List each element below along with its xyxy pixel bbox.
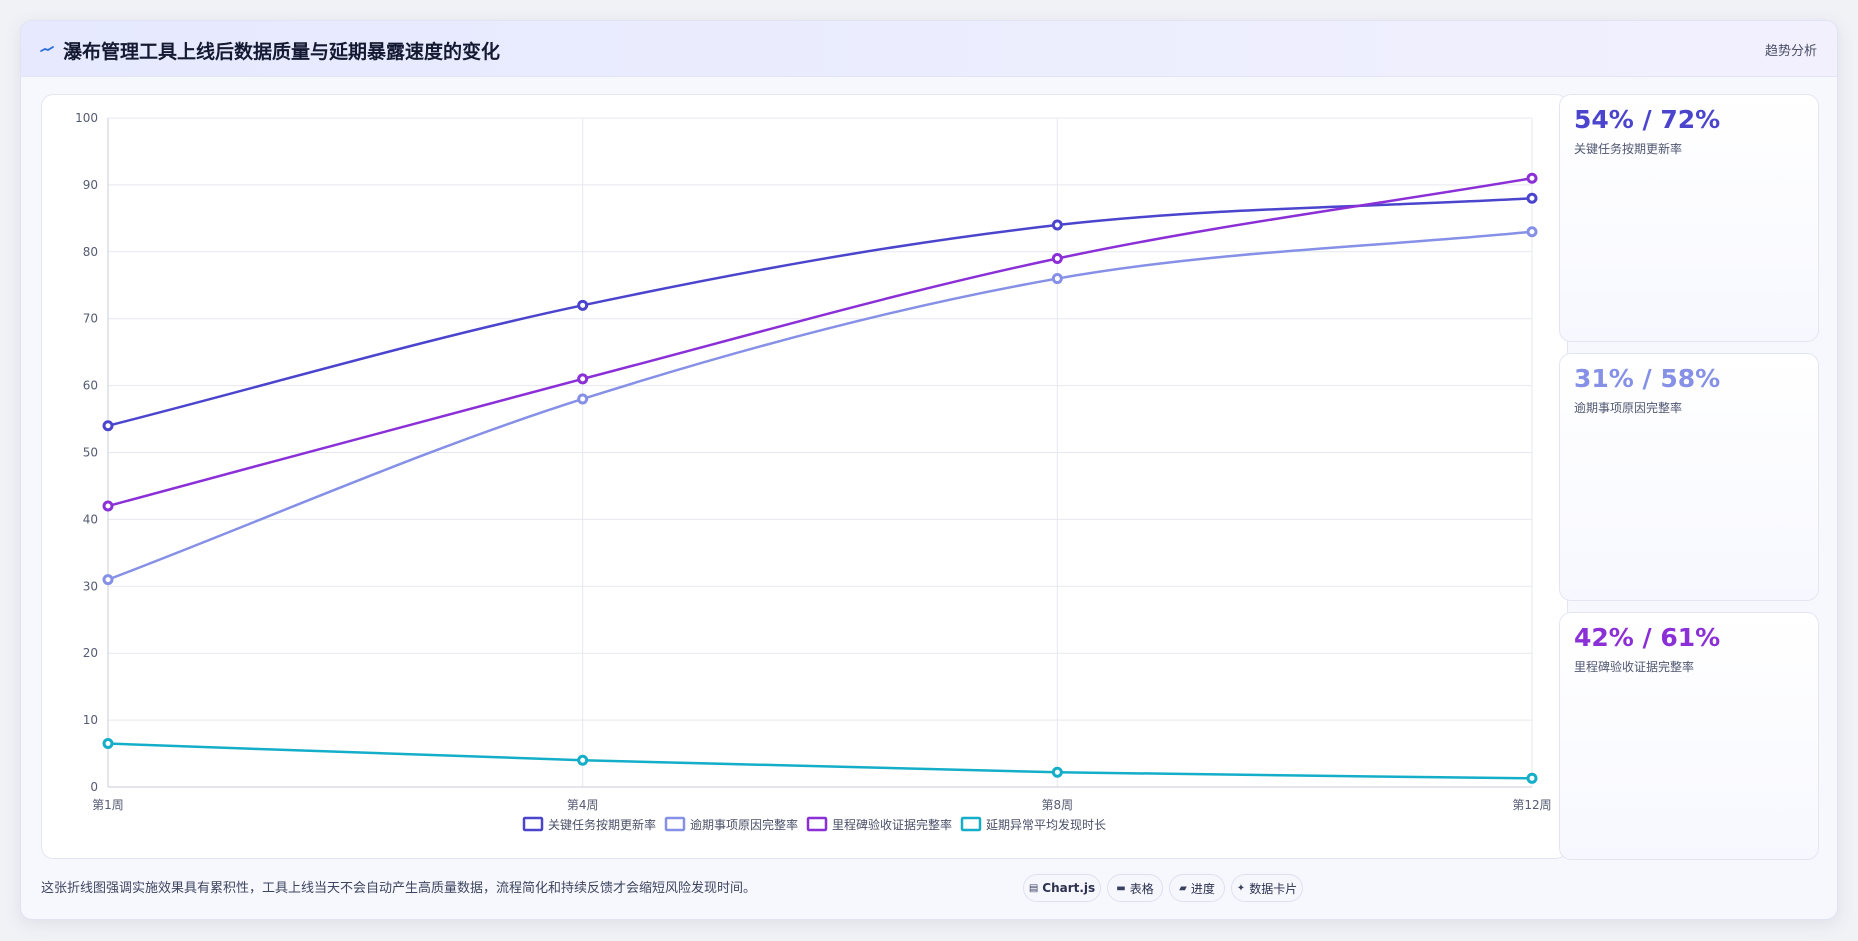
x-tick-label: 第4周: [567, 798, 599, 812]
stat-card-2: 31% / 58% 逾期事项原因完整率: [1559, 353, 1819, 601]
stat-card-3: 42% / 61% 里程碑验收证据完整率: [1559, 612, 1819, 860]
legend-swatch: [664, 816, 686, 832]
y-tick-label: 70: [83, 312, 98, 326]
series-line: [107, 197, 1533, 427]
data-point: [1051, 219, 1063, 231]
y-tick-label: 50: [83, 446, 98, 460]
data-point: [1526, 172, 1538, 184]
line-chart: 0 10 20 30 40 50 60 70 80 90 100 第1周 第4周 第8周 第12周关键任务按…: [75, 111, 1552, 832]
data-point: [577, 393, 589, 405]
legend-swatch: [960, 816, 982, 832]
chart-icon: ▤: [1028, 882, 1039, 894]
stat-label: 逾期事项原因完整率: [1574, 401, 1683, 415]
data-point: [102, 420, 114, 432]
data-point: [102, 574, 114, 586]
legend-swatch: [522, 816, 544, 832]
legend-label: 里程碑验收证据完整率: [832, 817, 952, 832]
chart-card: 瀑布管理工具上线后数据质量与延期暴露速度的变化 趋势分析 0 10 20 30 40 50…: [20, 20, 1838, 920]
footer-note: 这张折线图强调实施效果具有累积性，工具上线当天不会自动产生高质量数据，流程简化和…: [41, 881, 757, 896]
legend-label: 延期异常平均发现时长: [986, 817, 1106, 832]
y-tick-label: 30: [83, 579, 98, 593]
data-point: [102, 500, 114, 512]
chartjs-pill[interactable]: ▤ Chart.js: [1023, 874, 1101, 902]
progress-icon: ▰: [1179, 882, 1187, 894]
y-tick-label: 20: [83, 646, 98, 660]
x-tick-label: 第12周: [1512, 798, 1551, 812]
data-point: [1526, 192, 1538, 204]
y-tick-label: 0: [90, 780, 98, 794]
stat-value: 31% / 58%: [1574, 364, 1721, 393]
stat-label: 关键任务按期更新率: [1574, 142, 1683, 156]
stat-value: 42% / 61%: [1574, 623, 1721, 652]
y-tick-label: 90: [83, 178, 98, 192]
legend-swatch: [806, 816, 828, 832]
data-point: [1051, 766, 1063, 778]
pill-label: 进度: [1190, 881, 1215, 896]
table-icon: ▬: [1116, 882, 1126, 894]
x-tick-label: 第1周: [92, 798, 124, 812]
trend-icon: [40, 46, 54, 52]
x-tick-label: 第8周: [1042, 798, 1074, 812]
data-point: [1051, 252, 1063, 264]
y-tick-label: 80: [83, 245, 98, 259]
sparkle-icon: ✦: [1236, 882, 1246, 894]
y-tick-label: 100: [75, 111, 98, 125]
data-point: [577, 754, 589, 766]
stat-value: 54% / 72%: [1574, 105, 1721, 134]
pill-label: 数据卡片: [1249, 881, 1298, 896]
series-line: [107, 742, 1533, 780]
y-tick-label: 10: [83, 713, 98, 727]
page-title: 瀑布管理工具上线后数据质量与延期暴露速度的变化: [63, 41, 501, 63]
pill-label: 表格: [1129, 881, 1154, 896]
table-pill[interactable]: ▬ 表格: [1107, 874, 1163, 902]
pill-label: Chart.js: [1042, 881, 1096, 895]
card-header: 瀑布管理工具上线后数据质量与延期暴露速度的变化 趋势分析: [21, 21, 1837, 77]
chart-panel: 0 10 20 30 40 50 60 70 80 90 100 第1周 第4周 第8周 第12周关键任务按…: [41, 94, 1568, 859]
data-point: [102, 738, 114, 750]
stat-label: 里程碑验收证据完整率: [1574, 660, 1695, 674]
header-tag: 趋势分析: [1764, 44, 1817, 59]
data-point: [1526, 772, 1538, 784]
series-line: [107, 230, 1533, 581]
y-tick-label: 60: [83, 379, 98, 393]
progress-pill[interactable]: ▰ 进度: [1169, 874, 1225, 902]
datacard-pill[interactable]: ✦ 数据卡片: [1231, 874, 1303, 902]
y-tick-label: 40: [83, 512, 98, 526]
legend-label: 逾期事项原因完整率: [690, 817, 798, 832]
data-point: [1526, 226, 1538, 238]
data-point: [1051, 273, 1063, 285]
legend-label: 关键任务按期更新率: [548, 817, 656, 832]
stat-card-1: 54% / 72% 关键任务按期更新率: [1559, 94, 1819, 342]
data-point: [577, 299, 589, 311]
series-line: [107, 176, 1533, 508]
data-point: [577, 373, 589, 385]
